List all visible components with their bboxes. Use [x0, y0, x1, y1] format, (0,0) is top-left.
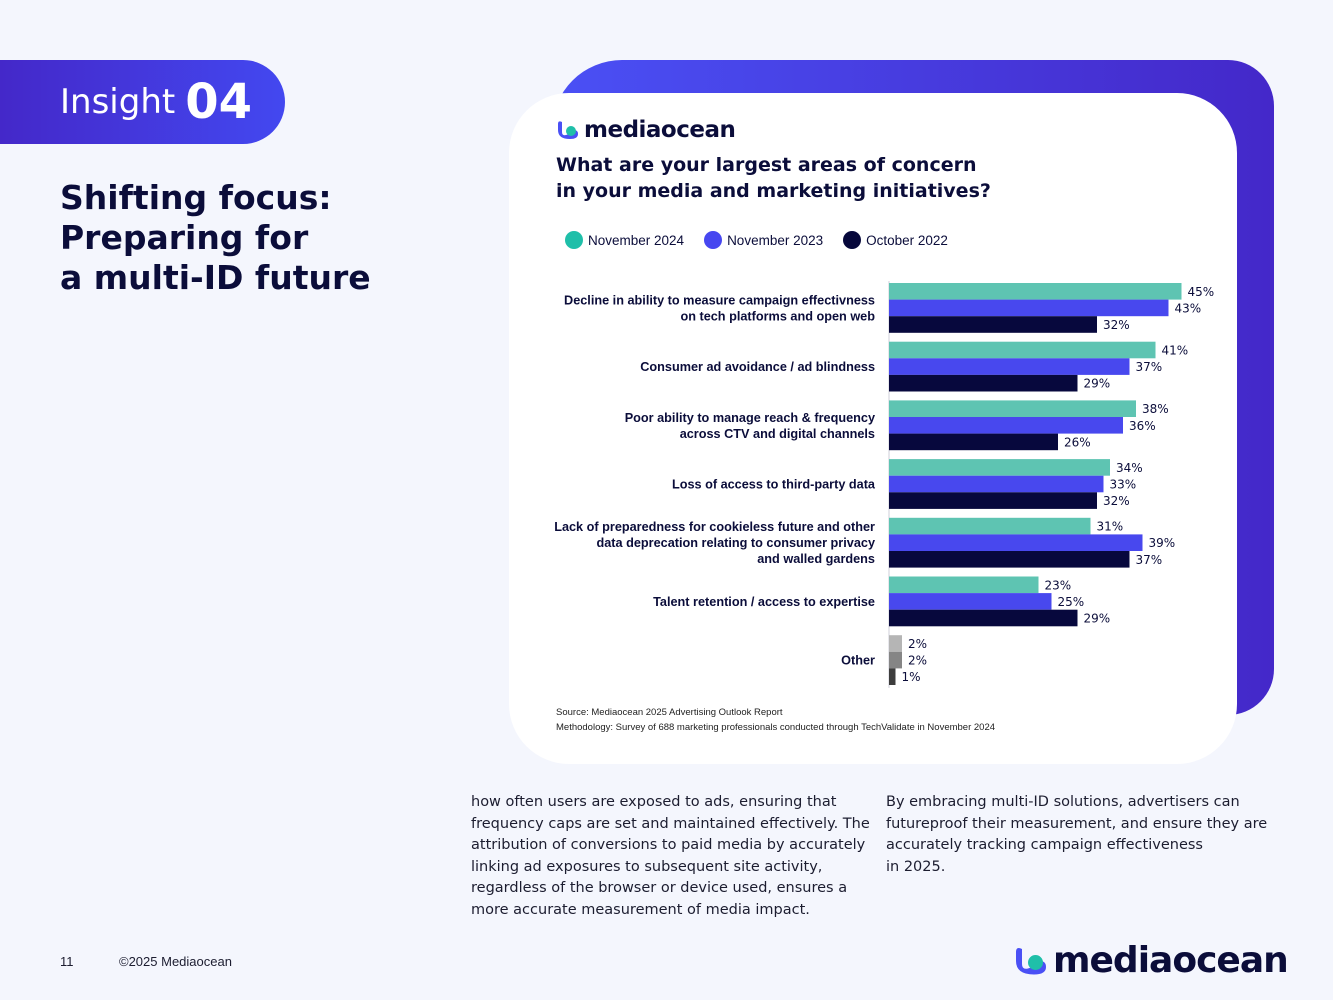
category-label: across CTV and digital channels [680, 427, 875, 441]
category-label: Lack of preparedness for cookieless futu… [554, 520, 875, 534]
data-label: 41% [1162, 344, 1189, 358]
logo-wordmark: mediaocean [1053, 940, 1289, 981]
card-logo: mediaocean [556, 117, 736, 143]
data-label: 32% [1103, 494, 1130, 508]
body-line: in 2025. [886, 858, 946, 875]
bar-november-2024 [889, 459, 1110, 476]
category-label: Loss of access to third-party data [672, 478, 876, 492]
bar-october-2022 [889, 551, 1130, 568]
data-label: 26% [1064, 435, 1091, 449]
category-label: data deprecation relating to consumer pr… [597, 536, 876, 550]
bar-november-2023 [889, 534, 1143, 551]
body-line: frequency caps are set and maintained ef… [471, 815, 870, 832]
page-title-line: Preparing for [60, 218, 309, 257]
data-label: 33% [1110, 478, 1137, 492]
bar-november-2024 [889, 576, 1039, 594]
page-title-line: a multi-ID future [60, 258, 371, 297]
bar-november-2023 [889, 417, 1123, 434]
body-column-1: how often users are exposed to ads, ensu… [471, 792, 870, 922]
body-line: more accurate measurement of media impac… [471, 901, 810, 918]
page-number: 11 [60, 954, 74, 969]
category-label: Decline in ability to measure campaign e… [564, 293, 875, 307]
category-label: Consumer ad avoidance / ad blindness [640, 360, 875, 374]
data-label: 37% [1136, 360, 1163, 374]
body-line: linking ad exposures to subsequent site … [471, 858, 823, 875]
body-line: accurately tracking campaign effectivene… [886, 837, 1203, 854]
insight-number: 04 [185, 74, 252, 130]
source-note: Source: Mediaocean 2025 Advertising Outl… [556, 707, 783, 718]
bar-october-2022 [889, 316, 1097, 333]
chart-notes: Source: Mediaocean 2025 Advertising Outl… [556, 705, 995, 735]
data-label: 45% [1188, 285, 1215, 299]
bar-november-2024 [889, 341, 1156, 359]
bar-october-2022 [889, 609, 1078, 627]
bar-october-2022 [889, 433, 1058, 451]
data-label: 23% [1045, 578, 1072, 592]
bar-november-2024 [889, 517, 1091, 535]
legend-swatch [843, 231, 862, 249]
bar-october-2022 [889, 374, 1078, 392]
insight-label: Insight [60, 82, 176, 122]
legend-label: November 2023 [727, 232, 824, 248]
legend-label: November 2024 [588, 232, 685, 248]
chart-legend: November 2024 November 2023 October 2022 [565, 231, 968, 249]
page-title: Shifting focus: Preparing for a multi-ID… [60, 178, 400, 298]
mediaocean-logo-icon [1016, 947, 1046, 974]
bar-october-2022 [889, 492, 1097, 509]
body-line: attribution of conversions to paid media… [471, 837, 866, 854]
legend-item-nov-2023: November 2023 [704, 231, 823, 249]
chart-title-line: What are your largest areas of concern [556, 154, 977, 176]
data-label: 25% [1058, 595, 1085, 609]
data-label: 36% [1129, 419, 1156, 433]
bar-chart: Decline in ability to measure campaign e… [554, 281, 1215, 688]
bar-november-2024 [889, 400, 1136, 417]
data-label: 32% [1103, 318, 1130, 332]
data-label: 29% [1084, 377, 1111, 391]
chart-card: mediaocean What are your largest areas o… [509, 93, 1237, 764]
category-label: on tech platforms and open web [680, 309, 875, 323]
insight-badge: Insight 04 [0, 60, 285, 144]
body-line: futureproof their measurement, and ensur… [886, 815, 1268, 832]
category-label: Talent retention / access to expertise [653, 595, 875, 609]
bar-november-2023 [889, 299, 1169, 317]
data-label: 37% [1136, 553, 1163, 567]
legend-item-nov-2024: November 2024 [565, 231, 684, 249]
data-label: 31% [1097, 520, 1124, 534]
bar-november-2024 [889, 283, 1182, 300]
chart-title-line: in your media and marketing initiatives? [556, 180, 991, 202]
bar-october-2022 [889, 668, 896, 685]
category-label: Poor ability to manage reach & frequency [625, 411, 875, 425]
legend-label: October 2022 [866, 232, 948, 248]
data-label: 34% [1116, 461, 1143, 475]
legend-swatch [565, 231, 583, 249]
data-label: 2% [908, 654, 927, 668]
bar-november-2023 [889, 358, 1130, 375]
data-label: 43% [1175, 301, 1202, 315]
bar-november-2023 [889, 651, 902, 669]
logo-wordmark: mediaocean [584, 117, 736, 143]
chart-title: What are your largest areas of concern i… [556, 152, 1016, 204]
mediaocean-logo-icon [558, 121, 578, 139]
bar-november-2023 [889, 475, 1104, 493]
body-line: regardless of the browser or device used… [471, 880, 848, 897]
data-label: 39% [1149, 536, 1176, 550]
bar-november-2024 [889, 635, 902, 652]
methodology-note: Methodology: Survey of 688 marketing pro… [556, 722, 996, 733]
body-column-2: By embracing multi-ID solutions, adverti… [886, 792, 1267, 878]
legend-swatch [704, 231, 723, 249]
data-label: 2% [908, 637, 927, 651]
body-line: how often users are exposed to ads, ensu… [471, 794, 837, 810]
data-label: 38% [1142, 402, 1169, 416]
bar-november-2023 [889, 593, 1052, 610]
category-label: Other [841, 654, 875, 668]
legend-item-oct-2022: October 2022 [843, 231, 948, 249]
data-label: 29% [1084, 612, 1111, 626]
copyright: ©2025 Mediaocean [119, 954, 232, 969]
category-label: and walled gardens [757, 552, 875, 566]
footer-logo: mediaocean [1013, 940, 1289, 981]
body-line: By embracing multi-ID solutions, adverti… [886, 794, 1240, 810]
data-label: 1% [902, 670, 921, 684]
page-title-line: Shifting focus: [60, 178, 332, 217]
